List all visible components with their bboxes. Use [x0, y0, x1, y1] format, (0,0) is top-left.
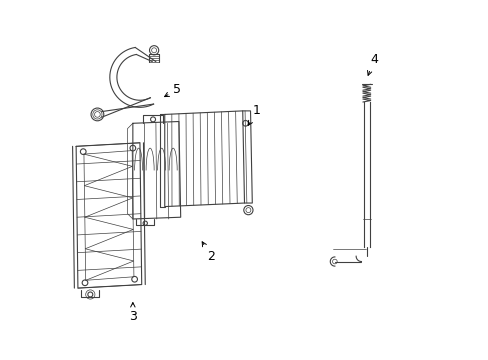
Text: 3: 3: [129, 303, 137, 323]
Text: 5: 5: [164, 83, 181, 96]
Text: 1: 1: [248, 104, 260, 125]
Text: 2: 2: [202, 242, 214, 263]
Text: 4: 4: [367, 53, 377, 75]
